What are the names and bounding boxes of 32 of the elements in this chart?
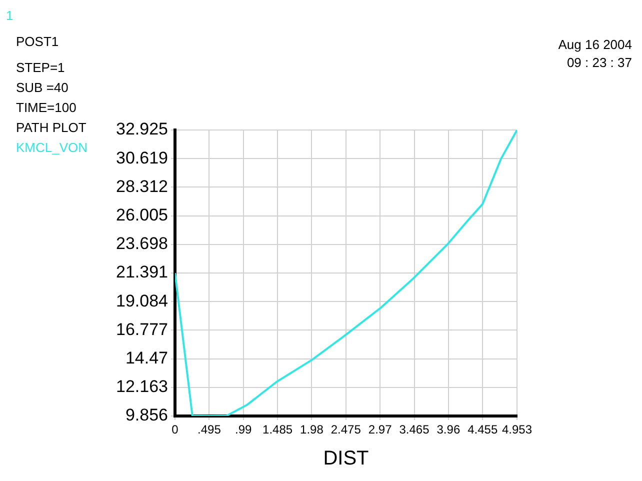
x-tick-label: .495 bbox=[198, 422, 222, 436]
y-tick-label: 12.163 bbox=[116, 377, 168, 396]
text: KMCL_VON bbox=[16, 139, 88, 157]
x-tick-label: 1.98 bbox=[300, 422, 324, 436]
y-tick-label: 16.777 bbox=[116, 320, 168, 339]
x-tick-label: .99 bbox=[235, 422, 252, 436]
y-tick-label: 26.005 bbox=[116, 205, 168, 224]
text: 1 bbox=[6, 7, 14, 25]
text: 09 : 23 : 37 bbox=[566, 54, 632, 72]
text: STEP=1 bbox=[16, 59, 66, 77]
text: TIME=100 bbox=[16, 99, 78, 117]
x-tick-label: 4.455 bbox=[468, 422, 498, 436]
x-tick-label: 4.953 bbox=[502, 422, 532, 436]
x-tick-label: 0 bbox=[172, 422, 179, 436]
y-tick-label: 23.698 bbox=[116, 234, 168, 254]
y-tick-label: 14.47 bbox=[125, 348, 168, 368]
x-tick-label: 3.96 bbox=[436, 422, 460, 436]
y-tick-label: 19.084 bbox=[116, 291, 168, 310]
text: POST1 bbox=[16, 33, 60, 51]
x-tick-label: 3.465 bbox=[399, 422, 430, 436]
y-tick-label: 28.312 bbox=[116, 176, 168, 196]
y-tick-label: 30.619 bbox=[116, 148, 168, 168]
y-tick-label: 21.391 bbox=[116, 262, 168, 282]
y-tick-label: 32.925 bbox=[116, 120, 168, 139]
x-axis-title: DIST bbox=[323, 448, 369, 470]
x-tick-label: 2.97 bbox=[368, 422, 392, 436]
x-tick-label: 2.475 bbox=[330, 422, 362, 436]
x-tick-label: 1.485 bbox=[262, 422, 293, 436]
text: Aug 16 2004 bbox=[558, 36, 632, 54]
text: SUB =40 bbox=[16, 79, 70, 97]
text: PATH PLOT bbox=[16, 119, 88, 137]
y-tick-label: 9.856 bbox=[125, 406, 168, 425]
